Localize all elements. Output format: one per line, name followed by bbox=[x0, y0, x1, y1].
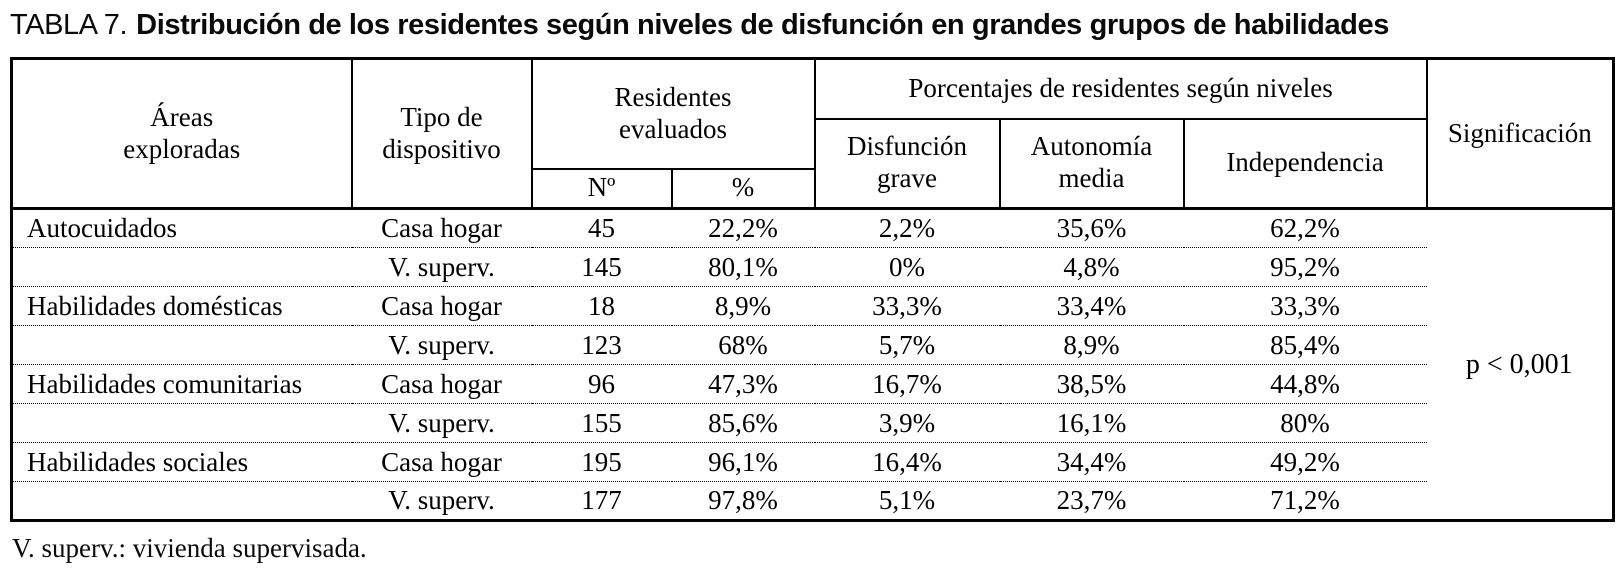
cell-disfuncion: 16,4% bbox=[814, 442, 1000, 482]
cell-disfuncion: 5,1% bbox=[878, 485, 936, 515]
results-table: Áreas exploradas Tipo de dispositivo Res… bbox=[10, 57, 1616, 522]
cell-pct: 22,2% bbox=[671, 208, 815, 248]
cell-pct: 96,1% bbox=[671, 442, 815, 482]
header-independencia: Independencia bbox=[1182, 117, 1428, 210]
cell-n: 145 bbox=[531, 247, 672, 287]
cell-disfuncion: 16,7% bbox=[814, 364, 1000, 404]
cell-tipo: Casa hogar bbox=[351, 442, 532, 482]
cell-area: Habilidades comunitarias bbox=[11, 364, 352, 404]
significacion-value: p < 0,001 bbox=[1465, 348, 1573, 380]
table-body: Autocuidados Casa hogar 45 22,2% 2,2% 35… bbox=[11, 208, 1614, 521]
cell-autonomia: 35,6% bbox=[999, 208, 1184, 248]
cell-tipo: V. superv. bbox=[388, 485, 495, 515]
cell-area: Autocuidados bbox=[11, 208, 352, 248]
cell-area bbox=[11, 325, 352, 365]
cell-tipo: Casa hogar bbox=[351, 286, 532, 326]
header-group-residentes-evaluados: Residentes evaluados bbox=[530, 57, 816, 170]
cell-area bbox=[11, 403, 352, 443]
cell-tipo: Casa hogar bbox=[351, 364, 532, 404]
cell-area: Habilidades domésticas bbox=[11, 286, 352, 326]
cell-pct: 47,3% bbox=[671, 364, 815, 404]
header-tipo-dispositivo: Tipo de dispositivo bbox=[350, 57, 533, 210]
cell-independencia: 49,2% bbox=[1183, 442, 1427, 482]
cell-independencia: 62,2% bbox=[1183, 208, 1427, 248]
cell-n: 123 bbox=[531, 325, 672, 365]
table-number-label: TABLA 7. bbox=[10, 9, 128, 41]
cell-disfuncion: 2,2% bbox=[814, 208, 1000, 248]
table-row: Autocuidados Casa hogar 45 22,2% 2,2% 35… bbox=[11, 208, 1614, 380]
cell-independencia: 44,8% bbox=[1183, 364, 1427, 404]
header-disfuncion-grave: Disfunción grave bbox=[813, 117, 1001, 210]
cell-autonomia: 33,4% bbox=[999, 286, 1184, 326]
header-numero: Nº bbox=[530, 167, 673, 210]
cell-tipo: V. superv. bbox=[351, 325, 532, 365]
table-header: Áreas exploradas Tipo de dispositivo Res… bbox=[10, 57, 1615, 210]
cell-n: 45 bbox=[531, 208, 672, 248]
cell-disfuncion: 3,9% bbox=[814, 403, 1000, 443]
cell-autonomia: 8,9% bbox=[999, 325, 1184, 365]
cell-independencia: 71,2% bbox=[1270, 485, 1340, 515]
cell-pct: 85,6% bbox=[671, 403, 815, 443]
page-title: TABLA 7. Distribución de los residentes s… bbox=[10, 6, 1612, 44]
cell-tipo: V. superv. bbox=[351, 403, 532, 443]
header-significacion: Significación bbox=[1425, 57, 1615, 210]
cell-area bbox=[12, 482, 352, 521]
cell-disfuncion: 5,7% bbox=[814, 325, 1000, 365]
table-row: V. superv. 177 97,8% 5,1% 23,7% 71,2% bbox=[12, 482, 1614, 521]
cell-pct: 68% bbox=[671, 325, 815, 365]
table-row: V. superv. 123 68% 5,7% 8,9% 85,4% bbox=[11, 325, 1614, 365]
cell-disfuncion: 33,3% bbox=[814, 286, 1000, 326]
cell-n: 177 bbox=[581, 485, 622, 515]
cell-independencia: 85,4% bbox=[1183, 325, 1427, 365]
cell-pct: 97,8% bbox=[708, 485, 778, 515]
cell-n: 195 bbox=[531, 442, 672, 482]
header-group-porcentajes-niveles: Porcentajes de residentes según niveles bbox=[813, 57, 1428, 120]
table-row: Habilidades sociales Casa hogar 195 96,1… bbox=[11, 442, 1614, 482]
header-autonomia-media: Autonomía media bbox=[998, 117, 1185, 210]
cell-tipo: V. superv. bbox=[351, 247, 532, 287]
cell-pct: 8,9% bbox=[671, 286, 815, 326]
table-row: Habilidades comunitarias Casa hogar 96 4… bbox=[11, 364, 1614, 404]
cell-independencia: 33,3% bbox=[1183, 286, 1427, 326]
cell-autonomia: 23,7% bbox=[1056, 485, 1127, 515]
cell-n: 155 bbox=[531, 403, 672, 443]
cell-independencia: 95,2% bbox=[1183, 247, 1427, 287]
table-row: Habilidades domésticas Casa hogar 18 8,9… bbox=[11, 286, 1614, 326]
table-row: V. superv. 155 85,6% 3,9% 16,1% 80% bbox=[11, 403, 1614, 443]
cell-autonomia: 4,8% bbox=[999, 247, 1184, 287]
cell-n: 18 bbox=[531, 286, 672, 326]
cell-tipo: Casa hogar bbox=[351, 208, 532, 248]
cell-area bbox=[11, 247, 352, 287]
cell-autonomia: 16,1% bbox=[999, 403, 1184, 443]
cell-autonomia: 34,4% bbox=[999, 442, 1184, 482]
header-porcentaje: % bbox=[670, 167, 816, 210]
cell-n: 96 bbox=[531, 364, 672, 404]
cell-disfuncion: 0% bbox=[814, 247, 1000, 287]
footnote: V. superv.: vivienda supervisada. bbox=[12, 533, 367, 563]
table-row: V. superv. 145 80,1% 0% 4,8% 95,2% bbox=[11, 247, 1614, 287]
table-title-text: Distribución de los residentes según niv… bbox=[136, 9, 1389, 41]
cell-independencia: 80% bbox=[1183, 403, 1427, 443]
header-areas-exploradas: Áreas exploradas bbox=[10, 57, 353, 210]
cell-pct: 80,1% bbox=[671, 247, 815, 287]
cell-autonomia: 38,5% bbox=[999, 364, 1184, 404]
cell-area: Habilidades sociales bbox=[11, 442, 352, 482]
